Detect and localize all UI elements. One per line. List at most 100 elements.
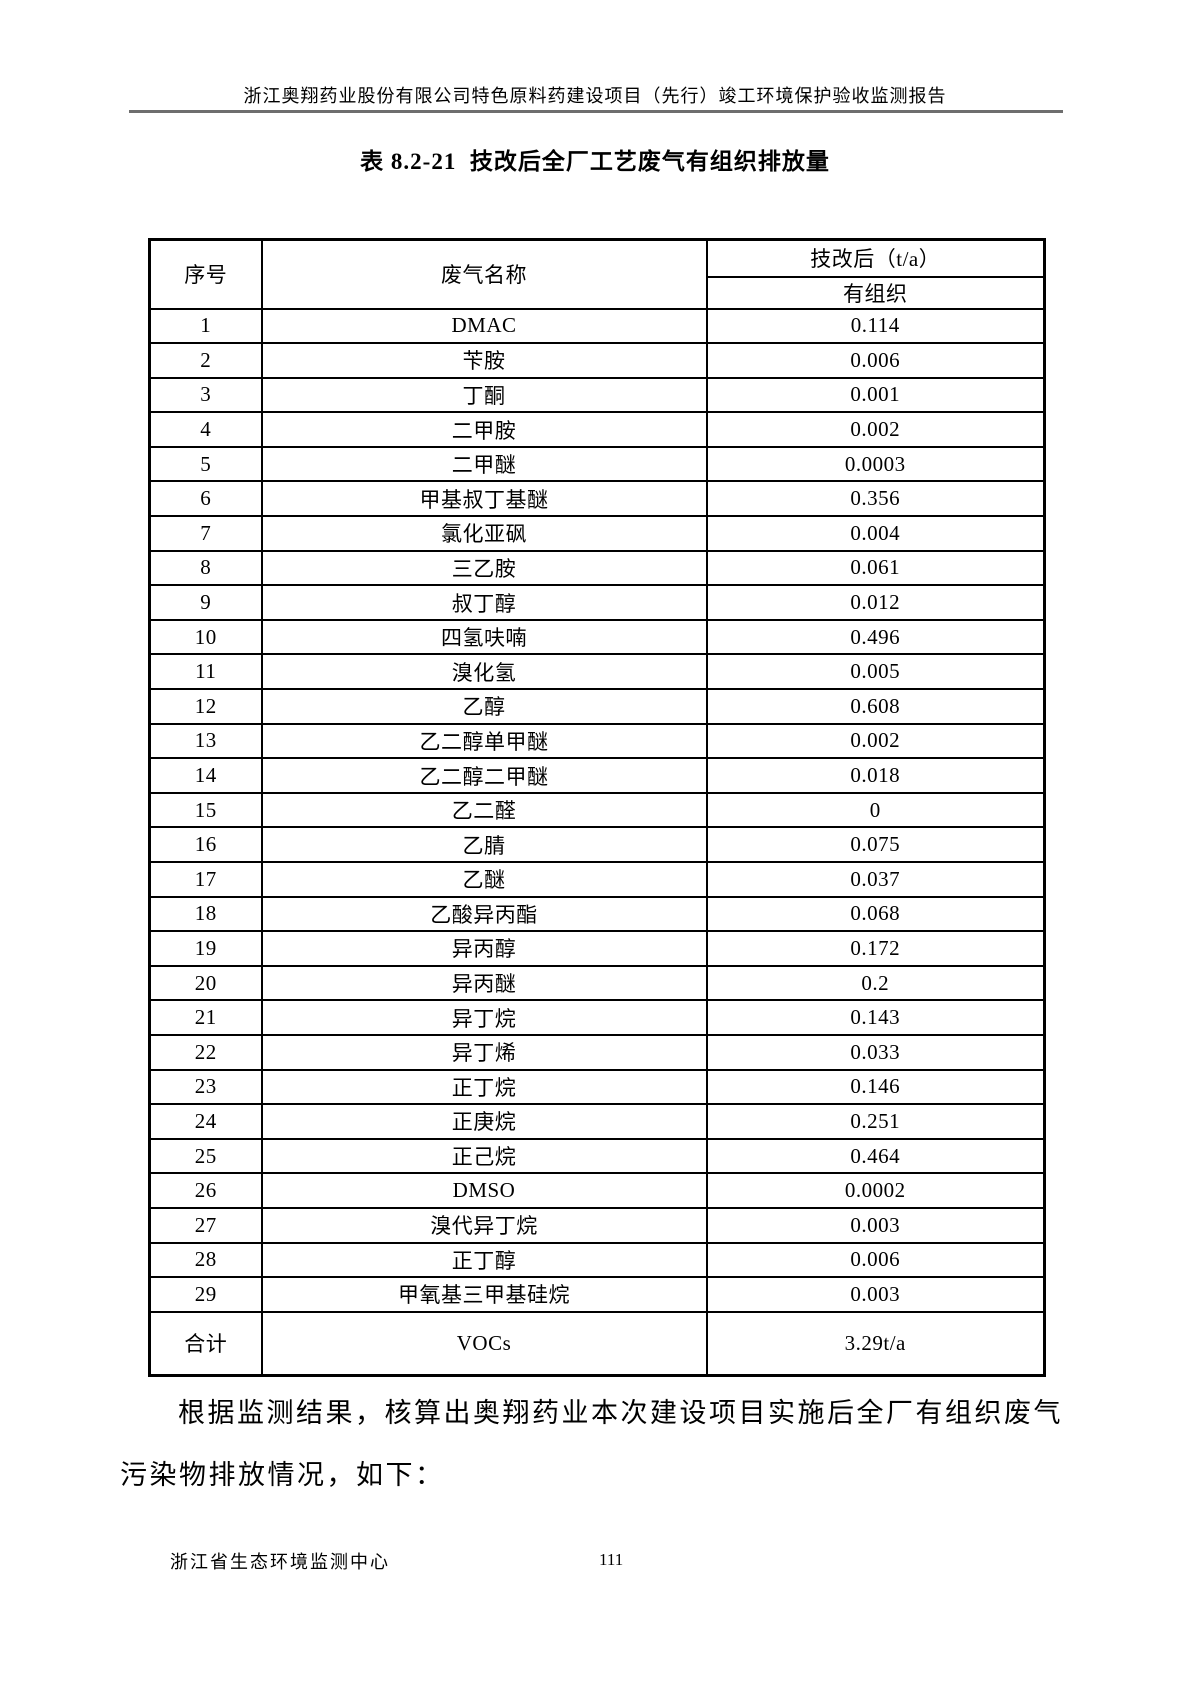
emission-value-cell: 0.018 xyxy=(705,757,1046,794)
emission-value-cell: 0.0002 xyxy=(705,1172,1046,1209)
gas-name-cell: 正丁醇 xyxy=(260,1241,708,1279)
emission-value-cell: 0.496 xyxy=(705,618,1046,656)
emission-value-cell: 0.003 xyxy=(705,1276,1046,1313)
gas-name-cell: 二甲醚 xyxy=(260,445,708,483)
emission-value-cell: 0.2 xyxy=(705,964,1046,1002)
gas-name-cell: 三乙胺 xyxy=(260,549,708,587)
emission-value-cell: 0.172 xyxy=(705,930,1046,967)
gas-name-cell: 异丁烷 xyxy=(260,999,708,1036)
row-index-cell: 21 xyxy=(148,999,263,1036)
table-row: 23 正丁烷 0.146 xyxy=(148,1068,1046,1106)
col-header-gas-name: 废气名称 xyxy=(260,238,708,310)
paragraph-line-2: 污染物排放情况，如下： xyxy=(120,1460,445,1490)
table-header-row-2: 有组织 xyxy=(150,275,1046,310)
gas-name-cell: 异丁烯 xyxy=(260,1033,708,1071)
table-row: 6 甲基叔丁基醚 0.356 xyxy=(148,480,1046,518)
row-index-cell: 27 xyxy=(148,1206,263,1244)
gas-name-cell: 溴代异丁烷 xyxy=(260,1206,708,1244)
gas-name-cell: DMSO xyxy=(260,1172,708,1209)
row-index-cell: 8 xyxy=(148,549,263,587)
gas-name-cell: 乙酸异丙酯 xyxy=(260,895,708,933)
row-index-cell: 13 xyxy=(148,722,263,760)
table-row: 18 乙酸异丙酯 0.068 xyxy=(148,895,1046,933)
table-row: 29 甲氧基三甲基硅烷 0.003 xyxy=(148,1276,1046,1313)
row-index-cell: 2 xyxy=(148,342,263,379)
gas-name-cell: 苄胺 xyxy=(260,342,708,379)
row-index-cell: 28 xyxy=(148,1241,263,1279)
row-index-cell: 1 xyxy=(148,307,263,345)
emission-value-cell: 0.356 xyxy=(705,480,1046,518)
table-row: 2 苄胺 0.006 xyxy=(148,342,1046,379)
row-index-cell: 合计 xyxy=(148,1310,263,1377)
gas-name-cell: 异丙醚 xyxy=(260,964,708,1002)
table-row: 19 异丙醇 0.172 xyxy=(148,930,1046,967)
row-index-cell: 24 xyxy=(148,1103,263,1140)
gas-name-cell: 乙二醇单甲醚 xyxy=(260,722,708,760)
gas-name-cell: 乙醇 xyxy=(260,688,708,725)
row-index-cell: 3 xyxy=(148,376,263,414)
gas-name-cell: 叔丁醇 xyxy=(260,584,708,621)
table-row: 24 正庚烷 0.251 xyxy=(148,1103,1046,1140)
table-header-row-1: 序号 废气名称 技改后（t/a） xyxy=(148,238,1046,310)
row-index-cell: 7 xyxy=(148,515,263,552)
table-row: 12 乙醇 0.608 xyxy=(148,688,1046,725)
gas-name-cell: 丁酮 xyxy=(260,376,708,414)
emission-value-cell: 0.608 xyxy=(705,688,1046,725)
col-header-after-retrofit: 技改后（t/a） xyxy=(705,238,1046,278)
table-row: 3 丁酮 0.001 xyxy=(148,376,1046,414)
emission-value-cell: 0.006 xyxy=(705,342,1046,379)
page-number: 111 xyxy=(599,1550,624,1569)
table-row: 9 叔丁醇 0.012 xyxy=(148,584,1046,621)
table-row: 1 DMAC 0.114 xyxy=(148,307,1046,345)
table-row: 27 溴代异丁烷 0.003 xyxy=(148,1206,1046,1244)
row-index-cell: 20 xyxy=(148,964,263,1002)
emission-value-cell: 0.004 xyxy=(705,515,1046,552)
footer-org-name: 浙江省生态环境监测中心 xyxy=(170,1552,390,1572)
gas-name-cell: 正丁烷 xyxy=(260,1068,708,1106)
table-row: 16 乙腈 0.075 xyxy=(148,826,1046,863)
row-index-cell: 23 xyxy=(148,1068,263,1106)
row-index-cell: 12 xyxy=(148,688,263,725)
emission-value-cell: 0.251 xyxy=(705,1103,1046,1140)
gas-name-cell: 乙醚 xyxy=(260,861,708,898)
row-index-cell: 19 xyxy=(148,930,263,967)
emission-value-cell: 0.464 xyxy=(705,1137,1046,1175)
gas-name-cell: 乙二醇二甲醚 xyxy=(260,757,708,794)
row-index-cell: 16 xyxy=(148,826,263,863)
table-body: 1 DMAC 0.114 2 苄胺 0.006 3 丁酮 0.001 4 二甲胺 0.002 5 二甲醚 0… xyxy=(148,307,1046,1377)
gas-name-cell: 乙二醛 xyxy=(260,791,708,829)
table-row: 11 溴化氢 0.005 xyxy=(148,653,1046,691)
table-row: 4 二甲胺 0.002 xyxy=(148,411,1046,448)
col-header-index: 序号 xyxy=(148,238,263,310)
row-index-cell: 26 xyxy=(148,1172,263,1209)
row-index-cell: 25 xyxy=(148,1137,263,1175)
table-row: 28 正丁醇 0.006 xyxy=(148,1241,1046,1279)
emission-value-cell: 0.037 xyxy=(705,861,1046,898)
row-index-cell: 9 xyxy=(148,584,263,621)
row-index-cell: 6 xyxy=(148,480,263,518)
gas-name-cell: DMAC xyxy=(260,307,708,345)
gas-name-cell: 甲基叔丁基醚 xyxy=(260,480,708,518)
gas-name-cell: 四氢呋喃 xyxy=(260,618,708,656)
table-row: 15 乙二醛 0 xyxy=(148,791,1046,829)
table-row: 20 异丙醚 0.2 xyxy=(148,964,1046,1002)
emission-value-cell: 0.002 xyxy=(705,722,1046,760)
emission-value-cell: 0.061 xyxy=(705,549,1046,587)
gas-name-cell: 正庚烷 xyxy=(260,1103,708,1140)
emission-value-cell: 0.143 xyxy=(705,999,1046,1036)
row-index-cell: 22 xyxy=(148,1033,263,1071)
row-index-cell: 17 xyxy=(148,861,263,898)
emission-value-cell: 3.29t/a xyxy=(705,1310,1046,1377)
emission-value-cell: 0.146 xyxy=(705,1068,1046,1106)
table-row: 14 乙二醇二甲醚 0.018 xyxy=(148,757,1046,794)
emission-value-cell: 0.002 xyxy=(705,411,1046,448)
col-header-organized: 有组织 xyxy=(705,275,1046,310)
table-row: 17 乙醚 0.037 xyxy=(148,861,1046,898)
row-index-cell: 10 xyxy=(148,618,263,656)
gas-name-cell: 二甲胺 xyxy=(260,411,708,448)
table-row: 8 三乙胺 0.061 xyxy=(148,549,1046,587)
emission-value-cell: 0.001 xyxy=(705,376,1046,414)
table-header: 序号 废气名称 技改后（t/a） 有组织 xyxy=(148,238,1046,310)
table-row: 26 DMSO 0.0002 xyxy=(148,1172,1046,1209)
table-row: 25 正己烷 0.464 xyxy=(148,1137,1046,1175)
